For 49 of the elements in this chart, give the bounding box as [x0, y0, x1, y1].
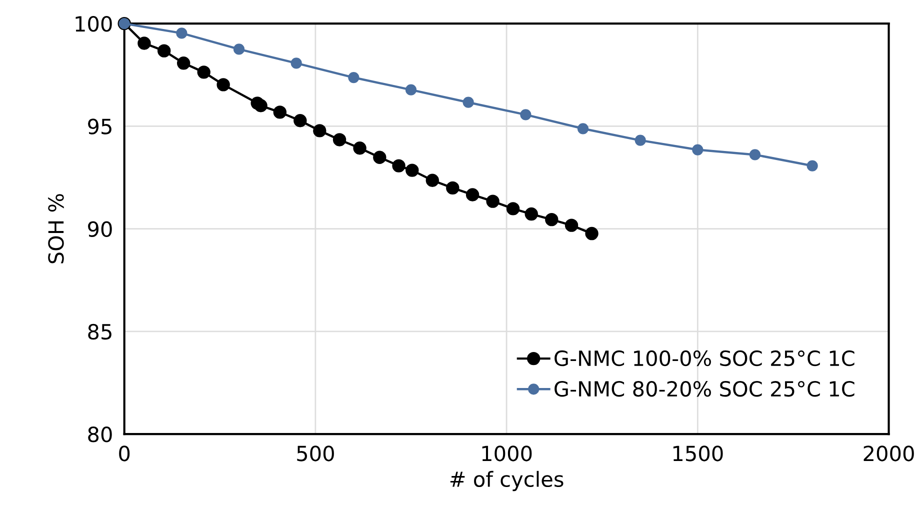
point [254, 99, 268, 112]
point [545, 212, 558, 226]
point [577, 123, 589, 134]
point [585, 226, 598, 240]
x-tick-label: 2000 [864, 446, 914, 462]
point [273, 106, 286, 119]
point [392, 159, 406, 172]
point [462, 96, 474, 108]
point [426, 174, 439, 187]
y-tick-label: 90 [88, 221, 112, 238]
point [176, 56, 190, 70]
point [564, 218, 578, 232]
point [749, 149, 761, 160]
point [466, 188, 480, 202]
legend-label: G-NMC 100-0% SOC 25°C 1C [554, 350, 854, 366]
point [294, 114, 307, 128]
point [313, 124, 326, 138]
point [138, 36, 151, 50]
y-tick-label: 80 [88, 426, 112, 442]
point [176, 28, 188, 39]
point [446, 181, 460, 195]
point [216, 78, 230, 92]
legend-label: G-NMC 80-20% SOC 25°C 1C [554, 380, 854, 397]
point [520, 109, 532, 120]
point [634, 134, 646, 146]
y-tick-label: 95 [88, 118, 112, 134]
point [353, 142, 366, 155]
x-tick-label: 500 [297, 446, 334, 462]
point [806, 160, 818, 172]
point [290, 58, 302, 69]
x-axis-title: # of cycles [450, 470, 564, 492]
point [157, 44, 171, 58]
point [197, 66, 210, 79]
point [524, 207, 538, 221]
y-axis-title: SOH % [48, 194, 64, 264]
point [373, 150, 386, 164]
point [233, 44, 245, 55]
x-tick-label: 1500 [673, 446, 723, 462]
point [506, 202, 520, 216]
y-tick-label: 100 [76, 16, 112, 32]
point [348, 72, 360, 84]
point [692, 144, 704, 156]
x-tick-label: 1000 [482, 446, 532, 462]
point [332, 133, 346, 146]
point [406, 164, 419, 177]
y-tick-label: 85 [88, 324, 112, 340]
point [405, 84, 417, 96]
point [486, 194, 500, 208]
x-tick-label: 0 [119, 446, 130, 462]
